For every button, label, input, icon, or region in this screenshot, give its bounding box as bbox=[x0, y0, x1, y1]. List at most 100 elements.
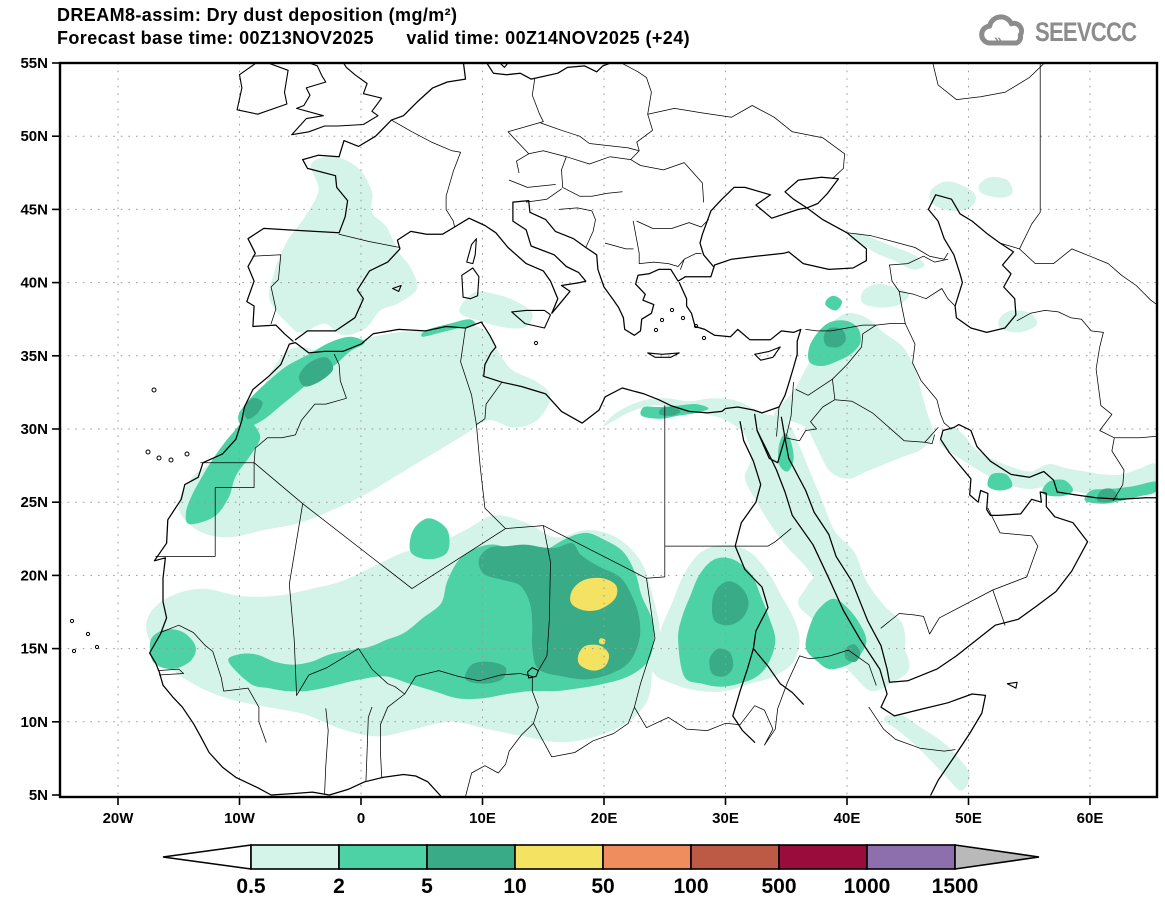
colorbar-label-2: 2 bbox=[333, 875, 345, 898]
x-tick-label-10: 10E bbox=[469, 810, 496, 827]
country-border-52 bbox=[636, 219, 709, 229]
country-border-44 bbox=[507, 78, 544, 174]
small-island-4 bbox=[151, 387, 157, 393]
country-border-33 bbox=[932, 63, 1046, 100]
seevccc-logo-text: SEEVCCC bbox=[1035, 16, 1137, 47]
colorbar-label-1500: 1500 bbox=[932, 875, 979, 898]
country-border-34 bbox=[773, 116, 845, 180]
country-border-39 bbox=[987, 507, 1039, 591]
country-border-45 bbox=[540, 122, 640, 152]
country-border-25 bbox=[904, 323, 952, 430]
coastline-9 bbox=[927, 194, 1017, 334]
coastline-5 bbox=[754, 413, 987, 796]
small-island-1 bbox=[168, 457, 174, 463]
coastline-4 bbox=[148, 281, 802, 797]
country-border-19 bbox=[785, 381, 794, 437]
country-border-8 bbox=[365, 706, 373, 783]
country-border-17 bbox=[646, 545, 666, 579]
basemap-layer bbox=[69, 63, 1157, 797]
figure-subtitle: Forecast base time: 00Z13NOV2025 valid t… bbox=[57, 28, 690, 48]
y-tick-label-55: 55N bbox=[20, 55, 48, 72]
dust-deposition-layer bbox=[146, 156, 1157, 791]
y-tick-label-35: 35N bbox=[20, 348, 48, 365]
country-border-20 bbox=[784, 399, 836, 442]
country-border-47 bbox=[561, 156, 623, 197]
colorbar-segment-5 bbox=[690, 844, 780, 870]
coastline-6 bbox=[756, 416, 786, 464]
country-border-40 bbox=[924, 427, 939, 443]
x-tick-label-60: 60E bbox=[1077, 810, 1104, 827]
country-border-54 bbox=[604, 242, 634, 250]
island-outline-7 bbox=[392, 284, 402, 292]
dust-region-caspian-north bbox=[929, 181, 976, 212]
country-border-10 bbox=[465, 676, 539, 797]
country-border-35 bbox=[647, 105, 775, 118]
country-border-11 bbox=[538, 525, 551, 671]
y-tick-label-15: 15N bbox=[20, 641, 48, 658]
island-outline-10 bbox=[526, 667, 539, 679]
y-tick-label-10: 10N bbox=[20, 714, 48, 731]
coastline-1 bbox=[486, 63, 613, 80]
y-tick-label-5: 5N bbox=[29, 787, 48, 804]
colorbar-label-10: 10 bbox=[503, 875, 526, 898]
colorbar-segment-7 bbox=[866, 844, 956, 870]
dust-region-syria-north-spur bbox=[825, 295, 843, 311]
cloud-icon: » bbox=[979, 14, 1025, 47]
island-outline-0 bbox=[291, 63, 383, 136]
dust-region-caspian-northeast bbox=[978, 176, 1013, 198]
colorbar-segment-1 bbox=[338, 844, 428, 870]
country-border-5 bbox=[157, 668, 184, 676]
country-border-21 bbox=[795, 378, 935, 444]
dust-region-cyrenaica-core bbox=[658, 406, 681, 416]
dust-region-chad-yellow-north bbox=[570, 577, 618, 612]
graticule bbox=[60, 63, 1157, 797]
country-border-31 bbox=[999, 242, 1157, 305]
country-border-51 bbox=[558, 207, 596, 248]
colorbar-under-arrow bbox=[162, 844, 252, 870]
country-border-46 bbox=[528, 150, 567, 158]
y-tick-label-25: 25N bbox=[20, 494, 48, 511]
x-tick-label--20: 20W bbox=[103, 810, 135, 827]
dust-region-chad-yellow-dot bbox=[598, 638, 606, 645]
small-island-7 bbox=[71, 648, 77, 654]
country-border-16 bbox=[664, 405, 792, 547]
island-outline-3 bbox=[461, 267, 480, 300]
y-tick-label-30: 30N bbox=[20, 421, 48, 438]
dust-region-horn-of-africa bbox=[884, 714, 970, 791]
colorbar-segment-2 bbox=[426, 844, 516, 870]
country-border-4 bbox=[160, 624, 267, 743]
x-tick-label--10: 10W bbox=[224, 810, 256, 827]
dust-region-france-iberia bbox=[269, 156, 418, 336]
coastline-10 bbox=[732, 421, 769, 743]
country-border-26 bbox=[846, 232, 949, 260]
country-border-49 bbox=[508, 179, 556, 188]
dust-region-gulf-spot-qatar bbox=[987, 472, 1013, 491]
dust-region-chad-southwest-core bbox=[464, 661, 507, 684]
country-border-48 bbox=[565, 156, 632, 165]
colorbar-over-arrow bbox=[954, 844, 1040, 870]
country-border-7 bbox=[324, 708, 329, 794]
country-border-15 bbox=[476, 381, 503, 425]
dust-region-chad-yellow-south bbox=[577, 644, 610, 671]
island-outline-6 bbox=[754, 346, 781, 361]
coastline-0 bbox=[246, 63, 467, 342]
country-border-36 bbox=[620, 63, 652, 115]
dust-region-algiers-coast bbox=[421, 319, 476, 337]
dust-region-atlas-core bbox=[298, 357, 334, 387]
small-island-11 bbox=[659, 317, 665, 323]
colorbar-segment-3 bbox=[514, 844, 604, 870]
colorbar-segment-4 bbox=[602, 844, 692, 870]
country-border-42 bbox=[338, 233, 401, 248]
country-border-1 bbox=[155, 462, 255, 557]
x-tick-label-30: 30E bbox=[712, 810, 739, 827]
colorbar-label-0.5: 0.5 bbox=[236, 875, 266, 898]
island-outline-4 bbox=[466, 238, 477, 265]
dust-region-caspian-southeast bbox=[998, 310, 1038, 333]
country-border-18 bbox=[776, 406, 780, 437]
country-border-13 bbox=[868, 706, 956, 752]
country-border-0 bbox=[253, 353, 347, 464]
country-border-22 bbox=[832, 324, 877, 380]
country-border-43 bbox=[391, 119, 461, 228]
colorbar-label-100: 100 bbox=[673, 875, 708, 898]
y-tick-label-40: 40N bbox=[20, 275, 48, 292]
